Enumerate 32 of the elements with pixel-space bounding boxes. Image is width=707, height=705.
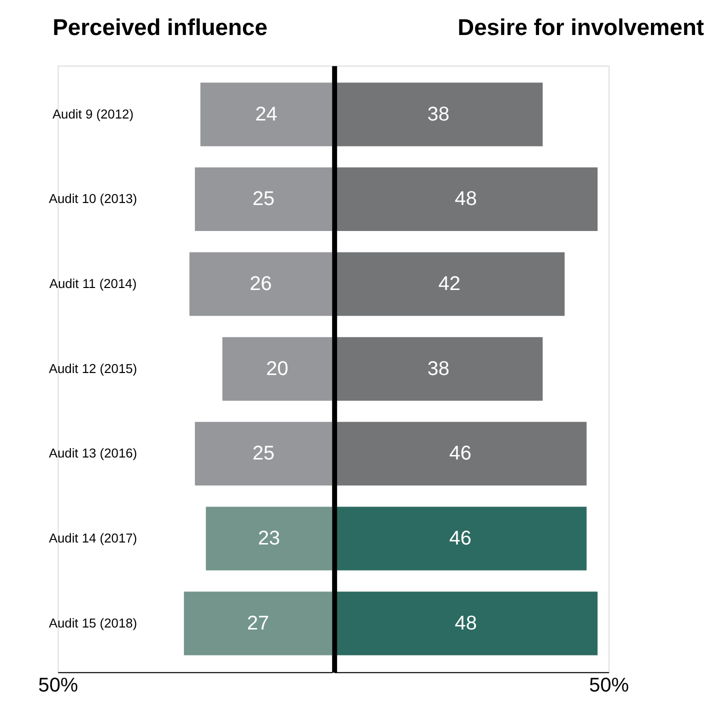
data-label: 25 (252, 188, 275, 210)
bar (184, 592, 332, 656)
y-tick-label: Audit 9 (2012) (52, 106, 134, 122)
data-label: 38 (427, 103, 450, 126)
x-tick-label: 50% (38, 674, 78, 697)
data-label: 42 (438, 273, 460, 296)
data-label: 48 (454, 188, 477, 210)
data-label: 27 (246, 612, 270, 634)
y-tick-label: Audit 11 (2014) (49, 276, 137, 292)
chart-title: Desire for involvement (458, 14, 704, 40)
y-tick-label: Audit 15 (2018) (48, 615, 138, 630)
data-label: 38 (427, 358, 450, 380)
bar (194, 422, 332, 486)
data-label: 46 (449, 442, 472, 465)
data-label: 24 (255, 103, 278, 126)
y-tick-label: Audit 14 (2017) (48, 530, 138, 546)
bar (189, 252, 332, 316)
data-label: 20 (266, 358, 288, 380)
data-label: 46 (449, 528, 472, 550)
chart-title: Perceived influence (52, 14, 268, 40)
data-label: 23 (258, 528, 280, 550)
y-tick-label: Audit 10 (2013) (48, 191, 138, 206)
y-tick-label: Audit 12 (2015) (48, 360, 138, 376)
data-label: 48 (454, 612, 477, 634)
data-label: 25 (252, 442, 275, 465)
x-tick-label: 50% (589, 674, 629, 697)
bar (206, 506, 332, 570)
y-tick-label: Audit 13 (2016) (48, 446, 138, 461)
bar (194, 167, 332, 232)
bar (200, 82, 332, 146)
bar (222, 337, 332, 401)
data-label: 26 (250, 273, 272, 296)
